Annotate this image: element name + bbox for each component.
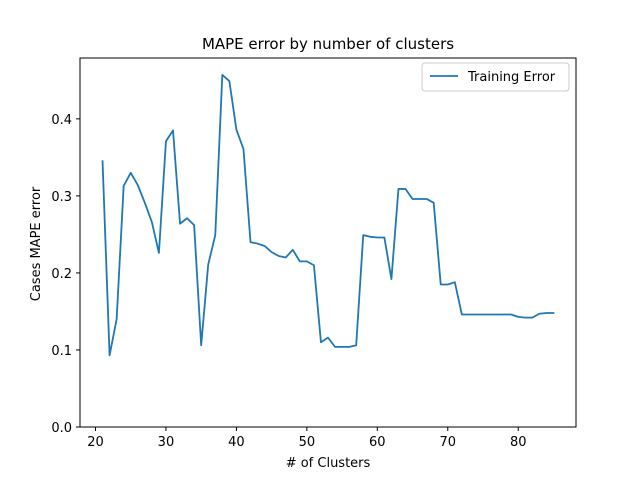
axes: 20 30 40 50 60 70 80 0.0 0.1 0.2 0.3 0.4 <box>51 57 577 450</box>
x-tick-label: 60 <box>369 435 386 450</box>
series-line-training-error <box>101 74 555 357</box>
x-tick-label: 80 <box>510 435 527 450</box>
x-tick-label: 70 <box>439 435 456 450</box>
legend-box <box>421 62 570 92</box>
y-tick-label: 0.1 <box>51 344 72 359</box>
x-tick-label: 50 <box>299 435 316 450</box>
y-axis-label: Cases MAPE error <box>29 186 44 301</box>
legend: Training Error <box>421 62 570 92</box>
y-tick-label: 0.4 <box>51 113 72 128</box>
y-tick-label: 0.0 <box>51 421 72 436</box>
y-tick-label: 0.2 <box>51 267 72 282</box>
x-axis-label: # of Clusters <box>286 456 371 471</box>
plot-frame <box>79 57 577 428</box>
x-tick-label: 20 <box>87 435 104 450</box>
y-tick-label: 0.3 <box>51 190 72 205</box>
x-tick-label: 30 <box>158 435 175 450</box>
x-tick-label: 40 <box>228 435 245 450</box>
legend-label-training-error: Training Error <box>467 70 556 85</box>
chart-title: MAPE error by number of clusters <box>202 35 454 53</box>
plot-area <box>101 74 555 357</box>
